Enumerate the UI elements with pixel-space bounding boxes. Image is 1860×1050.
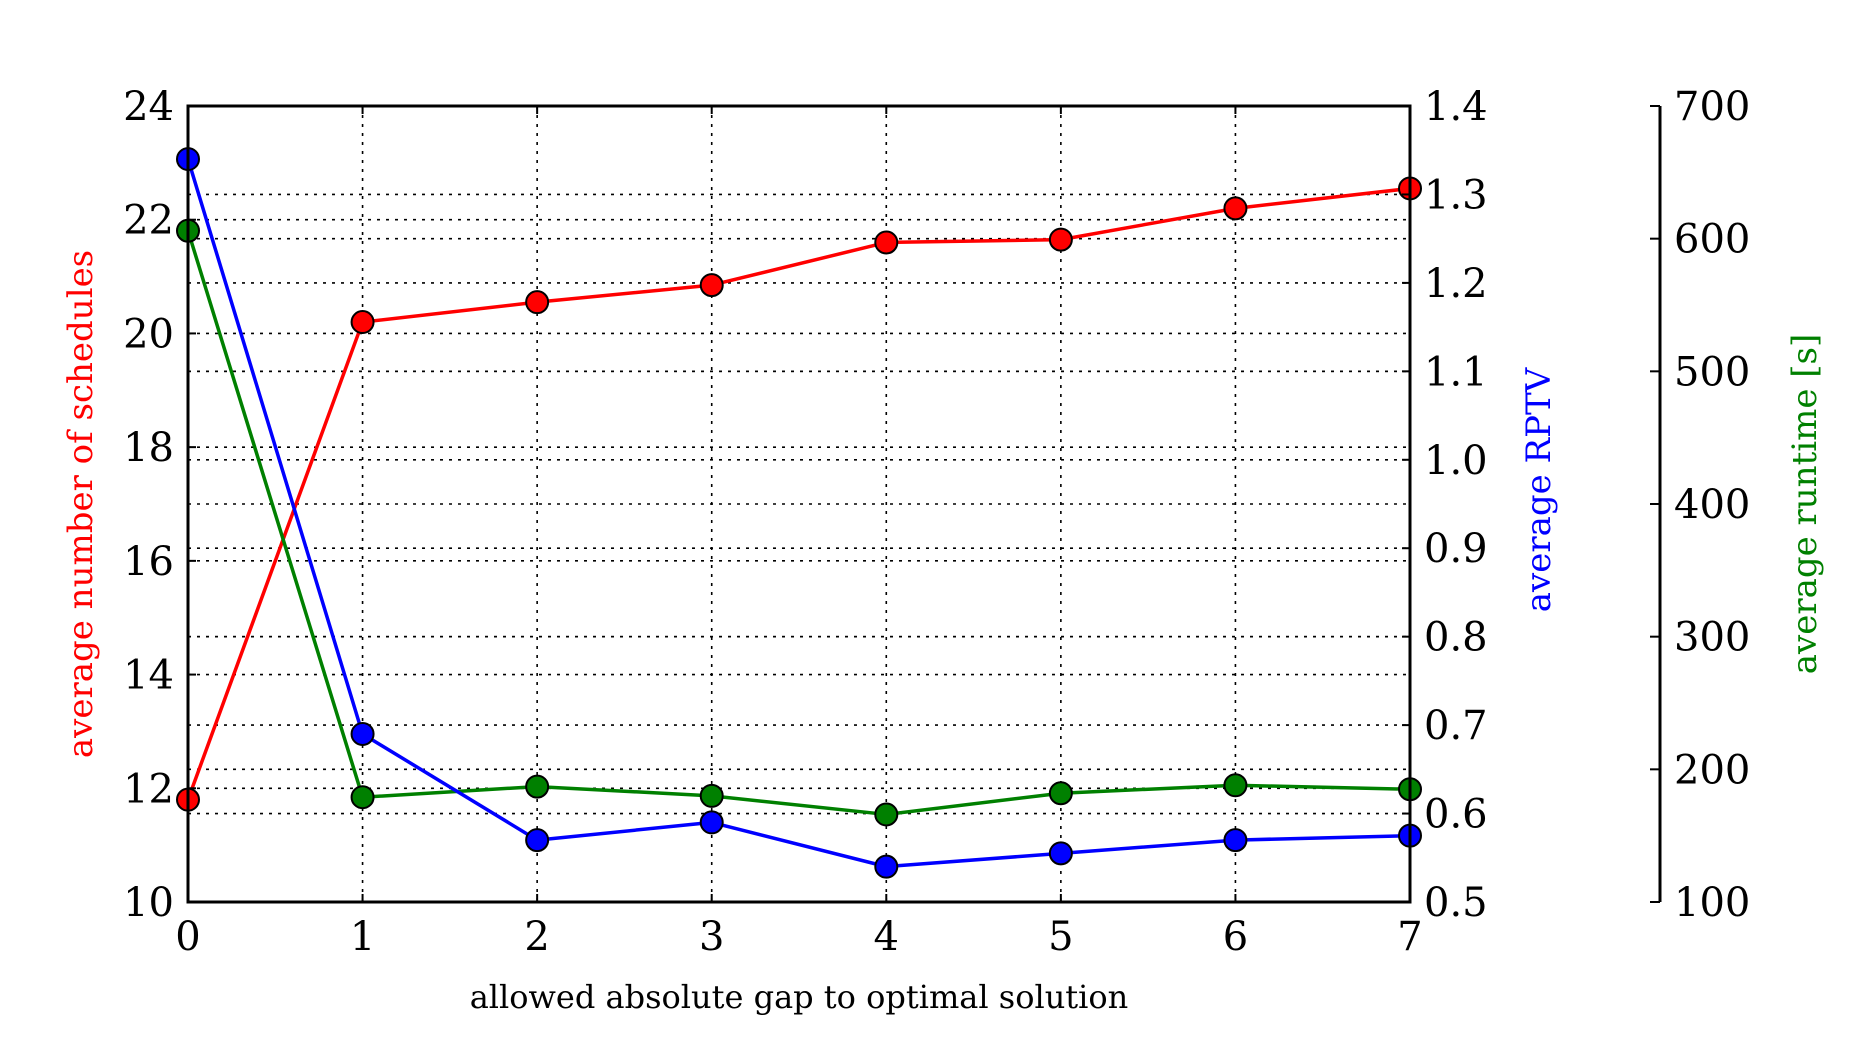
data-point-far_right [1048,781,1073,806]
data-point-left [350,310,375,335]
far-right-tick-label: 200 [1674,747,1750,793]
data-point-left [699,273,724,298]
left-tick-label: 16 [123,539,174,585]
x-tick-label: 1 [350,914,375,960]
data-point-far_right [699,783,724,808]
left-tick-label: 14 [123,653,174,699]
x-tick-label: 7 [1397,914,1422,960]
right-tick-label: 0.8 [1424,615,1488,661]
right-tick-label: 0.9 [1424,526,1488,572]
x-axis-title: allowed absolute gap to optimal solution [470,978,1129,1016]
right-tick-label: 1.2 [1424,261,1488,307]
series-layer [176,147,1422,879]
data-point-right [699,810,724,835]
left-tick-label: 22 [123,198,174,244]
far-right-tick-label: 100 [1674,880,1750,926]
far-right-tick-label: 700 [1674,84,1750,130]
data-point-left [1048,227,1073,252]
left-tick-label: 24 [123,84,174,130]
data-point-left [874,230,899,255]
x-tick-label: 0 [175,914,200,960]
right-axis-title: average RPTV [1519,366,1559,612]
far-right-tick-label: 600 [1674,217,1750,263]
data-point-far_right [1223,773,1248,798]
data-point-far_right [350,785,375,810]
far-right-tick-label: 400 [1674,482,1750,528]
series-left [176,176,1422,812]
data-point-right [525,828,550,853]
data-point-far_right [874,802,899,827]
left-tick-label: 18 [123,425,174,471]
x-tick-label: 4 [874,914,899,960]
far-right-tick-label: 300 [1674,615,1750,661]
data-point-left [525,290,550,315]
x-tick-label: 6 [1223,914,1248,960]
series-line-far_right [186,230,1411,817]
series-line-left [186,186,1411,801]
data-point-left [1223,196,1248,221]
left-tick-label: 20 [123,311,174,357]
data-point-right [350,721,375,746]
right-tick-label: 0.6 [1424,792,1488,838]
axes-layer: 0 1 2 3 4 5 6 710121416182022240.50.60.70.80.91… [123,84,1750,960]
data-point-far_right [525,774,550,799]
x-tick-label: 5 [1048,914,1073,960]
series-right [176,147,1422,879]
left-tick-label: 10 [123,880,174,926]
data-point-right [1223,828,1248,853]
left-tick-label: 12 [123,766,174,812]
x-tick-label: 3 [699,914,724,960]
right-tick-label: 0.7 [1424,703,1488,749]
series-line-right [186,158,1411,869]
right-tick-label: 0.5 [1424,880,1488,926]
right-tick-label: 1.3 [1424,172,1488,218]
plot-frame [186,104,1412,904]
data-point-right [874,854,899,879]
x-tick-label: 2 [524,914,549,960]
right-tick-label: 1.1 [1424,349,1488,395]
right-tick-label: 1.0 [1424,438,1488,484]
right-tick-label: 1.4 [1424,84,1488,130]
left-axis-title: average number of schedules [61,250,101,758]
far-right-axis-title: average runtime [s] [1785,334,1825,675]
data-point-right [1048,841,1073,866]
far-right-tick-label: 500 [1674,349,1750,395]
